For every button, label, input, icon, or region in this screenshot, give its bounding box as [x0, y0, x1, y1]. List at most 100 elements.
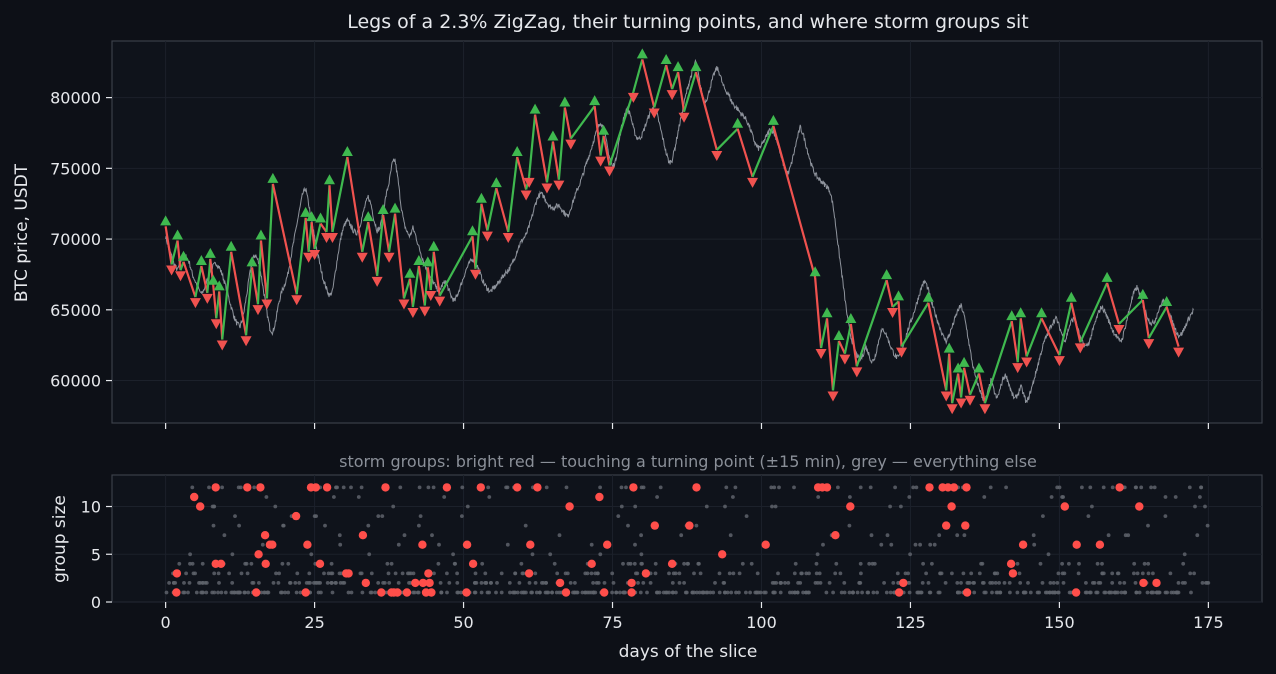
storm-group-point	[220, 485, 225, 490]
storm-group-point	[744, 514, 749, 518]
storm-group-point	[323, 523, 327, 528]
pivot-low-marker	[553, 180, 565, 191]
storm-group-point	[847, 590, 852, 595]
storm-group-point	[717, 571, 722, 576]
storm-group-point	[260, 542, 265, 547]
storm-group-point	[554, 590, 559, 595]
storm-group-turning-point	[761, 540, 770, 549]
storm-group-point	[697, 590, 702, 595]
storm-group-turning-point	[627, 578, 636, 588]
storm-group-point	[349, 485, 353, 490]
pivot-high-marker	[389, 202, 401, 213]
storm-group-turning-point	[303, 540, 312, 549]
storm-group-point	[230, 581, 235, 585]
zigzag-leg-up	[256, 240, 263, 305]
storm-group-point	[381, 581, 385, 585]
storm-group-point	[341, 485, 346, 490]
storm-group-point	[177, 561, 182, 566]
pivot-high-marker	[973, 362, 985, 373]
storm-group-point	[575, 590, 580, 595]
storm-group-turning-point	[1139, 578, 1148, 588]
storm-group-point	[499, 590, 504, 595]
zigzag-leg-up	[265, 183, 274, 299]
bottom-y-axis: 0 5 10	[81, 498, 112, 612]
storm-group-point	[436, 561, 441, 566]
storm-group-point	[723, 590, 727, 595]
storm-group-point	[997, 581, 1001, 585]
pivot-low-marker	[481, 231, 493, 242]
storm-group-turning-point	[894, 588, 904, 597]
storm-group-point	[891, 581, 896, 585]
storm-group-point	[879, 542, 884, 547]
zigzag-leg-down	[641, 59, 656, 108]
zigzag-leg-up	[855, 279, 888, 367]
storm-group-point	[753, 590, 758, 595]
pivot-low-marker	[955, 398, 967, 409]
pivot-low-marker	[201, 293, 213, 304]
storm-group-point	[697, 561, 701, 566]
storm-group-point	[621, 561, 625, 566]
storm-group-point	[1152, 485, 1157, 490]
zigzag-leg-up	[361, 221, 370, 253]
storm-group-point	[589, 590, 593, 595]
storm-group-point	[930, 561, 934, 566]
storm-group-point	[1088, 485, 1093, 490]
storm-group-point	[639, 485, 644, 490]
storm-group-point	[1118, 581, 1122, 585]
storm-group-point	[993, 581, 998, 585]
storm-group-point	[1080, 485, 1084, 490]
storm-group-point	[432, 571, 436, 576]
storm-group-point	[1142, 561, 1147, 566]
storm-group-point	[937, 590, 942, 595]
storm-group-point	[969, 571, 974, 576]
storm-group-point	[888, 504, 892, 509]
storm-group-point	[1123, 590, 1128, 595]
bottom-x-tick-label: 100	[746, 613, 777, 632]
pivot-high-marker	[881, 269, 893, 280]
storm-group-turning-point	[1072, 540, 1081, 549]
storm-group-point	[540, 581, 544, 585]
storm-group-point	[273, 504, 278, 509]
zigzag-leg-down	[927, 302, 948, 391]
storm-group-point	[426, 485, 431, 490]
storm-group-point	[483, 571, 488, 576]
storm-group-point	[396, 542, 401, 547]
storm-group-point	[648, 581, 653, 585]
storm-group-point	[1134, 485, 1138, 490]
storm-group-point	[505, 542, 510, 547]
storm-group-point	[1055, 581, 1060, 585]
zigzag-leg-down	[164, 226, 173, 265]
storm-group-point	[722, 581, 727, 585]
bottom-grid	[112, 475, 1262, 603]
storm-group-point	[913, 542, 918, 547]
zigzag-leg-up	[751, 125, 775, 178]
pivot-high-marker	[732, 117, 744, 128]
zigzag-leg-up	[682, 71, 697, 113]
bottom-plot-area	[111, 474, 1263, 603]
bottom-x-tick-label: 75	[602, 613, 622, 632]
storm-group-point	[610, 571, 615, 576]
zigzag-leg-up	[295, 217, 307, 295]
storm-group-point	[906, 571, 910, 576]
storm-group-turning-point	[831, 531, 840, 540]
pivot-low-marker	[1113, 324, 1125, 335]
storm-group-point	[1192, 571, 1196, 576]
storm-group-turning-point	[393, 588, 402, 597]
storm-group-point	[439, 590, 444, 595]
storm-group-point	[1123, 533, 1128, 538]
storm-group-point	[1048, 590, 1052, 595]
storm-group-turning-point	[418, 578, 428, 588]
top-y-tick-label: 80000	[50, 89, 101, 108]
storm-group-point	[376, 581, 381, 585]
zigzag-leg-up	[671, 71, 680, 90]
storm-group-point	[188, 561, 192, 566]
storm-group-point	[848, 495, 852, 499]
storm-group-turning-point	[1135, 502, 1144, 511]
storm-group-point	[1035, 590, 1040, 595]
storm-group-point	[488, 581, 493, 585]
storm-group-point	[628, 561, 633, 566]
pivot-high-marker	[255, 229, 267, 240]
storm-group-point	[711, 590, 716, 595]
storm-group-point	[1135, 571, 1140, 576]
pivot-low-marker	[678, 112, 690, 123]
